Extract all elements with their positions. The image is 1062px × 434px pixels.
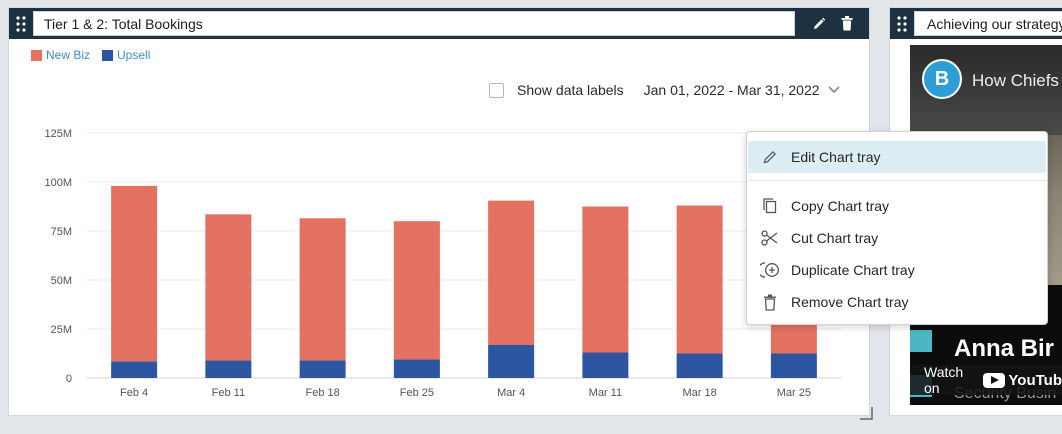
trash-icon[interactable] (835, 8, 859, 39)
legend-label: New Biz (46, 48, 91, 62)
menu-item-label: Duplicate Chart tray (791, 262, 915, 278)
tray-header: Achieving our strategy (890, 8, 1062, 39)
chart-controls: Show data labels Jan 01, 2022 - Mar 31, … (489, 82, 840, 98)
legend-item-new-biz[interactable]: New Biz (31, 48, 90, 62)
bar-chart: 0 25M 50M 75M 100M 125M Feb 4 Feb 11 Feb 18 Feb 2… (44, 128, 841, 399)
bar-segment-new-biz (205, 214, 252, 361)
trash-icon (760, 292, 780, 312)
menu-item-label: Copy Chart tray (791, 198, 890, 214)
bar-segment-upsell (770, 353, 817, 378)
show-data-labels-checkbox[interactable] (489, 82, 504, 98)
x-tick-label: Mar 25 (777, 387, 811, 399)
duplicate-icon (760, 260, 780, 280)
bar-segment-new-biz (299, 218, 346, 361)
x-tick-label: Feb 4 (120, 387, 148, 399)
bar-segment-new-biz (393, 221, 440, 360)
y-tick-label: 100M (44, 177, 72, 189)
y-tick-label: 0 (66, 373, 72, 385)
watch-on-label: Watch on (924, 364, 964, 396)
copy-icon (760, 196, 780, 216)
pencil-icon (760, 147, 780, 167)
menu-item-remove[interactable]: Remove Chart tray (748, 286, 1046, 318)
bar-segment-upsell (393, 359, 440, 378)
youtube-play-icon (983, 372, 1006, 388)
y-tick-label: 125M (44, 128, 72, 140)
channel-logo-icon[interactable]: B (922, 59, 962, 99)
legend-label: Upsell (117, 48, 151, 62)
menu-item-cut[interactable]: Cut Chart tray (748, 222, 1046, 254)
drag-handle-icon[interactable] (9, 8, 33, 39)
video-title[interactable]: How Chiefs (972, 71, 1059, 90)
bar-segment-new-biz (676, 205, 723, 354)
show-data-labels-label: Show data labels (517, 82, 624, 98)
menu-divider (748, 180, 1046, 181)
chart-legend: New Biz Upsell (31, 48, 150, 62)
bar-segment-new-biz (488, 200, 535, 345)
video-accent (910, 330, 932, 352)
watch-on-youtube-button[interactable]: Watch on YouTub (910, 364, 1062, 396)
tray-title-input[interactable]: Achieving our strategy (914, 11, 1062, 36)
chevron-down-icon (827, 86, 840, 94)
bar-segment-upsell (299, 360, 346, 378)
bar-segment-upsell (582, 352, 629, 378)
edit-pencil-icon[interactable] (807, 8, 831, 39)
scissors-icon (760, 228, 780, 248)
bar-segment-upsell (676, 353, 723, 378)
legend-swatch (31, 49, 42, 61)
y-tick-label: 25M (51, 324, 72, 336)
x-tick-label: Mar 18 (683, 387, 717, 399)
y-tick-label: 50M (51, 275, 72, 287)
bar-segment-new-biz (582, 206, 629, 353)
x-tick-label: Mar 11 (589, 387, 622, 399)
date-range-dropdown[interactable]: Jan 01, 2022 - Mar 31, 2022 (644, 82, 840, 98)
x-tick-label: Feb 25 (400, 387, 434, 399)
tray-title-input[interactable]: Tier 1 & 2: Total Bookings (33, 11, 795, 36)
date-range-value: Jan 01, 2022 - Mar 31, 2022 (643, 82, 820, 98)
x-tick-label: Feb 18 (306, 387, 340, 399)
chart-tray: Tier 1 & 2: Total Bookings New Biz Upsel… (8, 7, 870, 416)
drag-handle-icon[interactable] (890, 8, 914, 39)
tray-header: Tier 1 & 2: Total Bookings (9, 8, 869, 39)
y-tick-label: 75M (51, 226, 72, 238)
legend-swatch (102, 49, 114, 61)
menu-item-duplicate[interactable]: Duplicate Chart tray (748, 254, 1046, 286)
chart-tray-context-menu: Edit Chart tray Copy Chart tray Cut Char… (746, 131, 1048, 325)
video-person-name: Anna Bir (954, 335, 1055, 362)
menu-item-copy[interactable]: Copy Chart tray (748, 190, 1046, 222)
bar-segment-new-biz (111, 185, 158, 362)
x-tick-label: Mar 4 (497, 387, 525, 399)
menu-item-label: Cut Chart tray (791, 230, 879, 246)
legend-item-upsell[interactable]: Upsell (102, 48, 150, 62)
bar-segment-upsell (111, 361, 158, 378)
youtube-logo: YouTub (983, 372, 1062, 389)
resize-handle-icon[interactable] (858, 405, 874, 421)
bar-segment-upsell (488, 344, 535, 378)
menu-item-label: Remove Chart tray (791, 294, 909, 310)
bar-segment-upsell (205, 360, 252, 378)
youtube-wordmark: YouTub (1008, 371, 1062, 389)
menu-item-label: Edit Chart tray (791, 149, 881, 165)
x-tick-label: Feb 11 (212, 387, 245, 399)
menu-item-edit[interactable]: Edit Chart tray (748, 141, 1046, 173)
